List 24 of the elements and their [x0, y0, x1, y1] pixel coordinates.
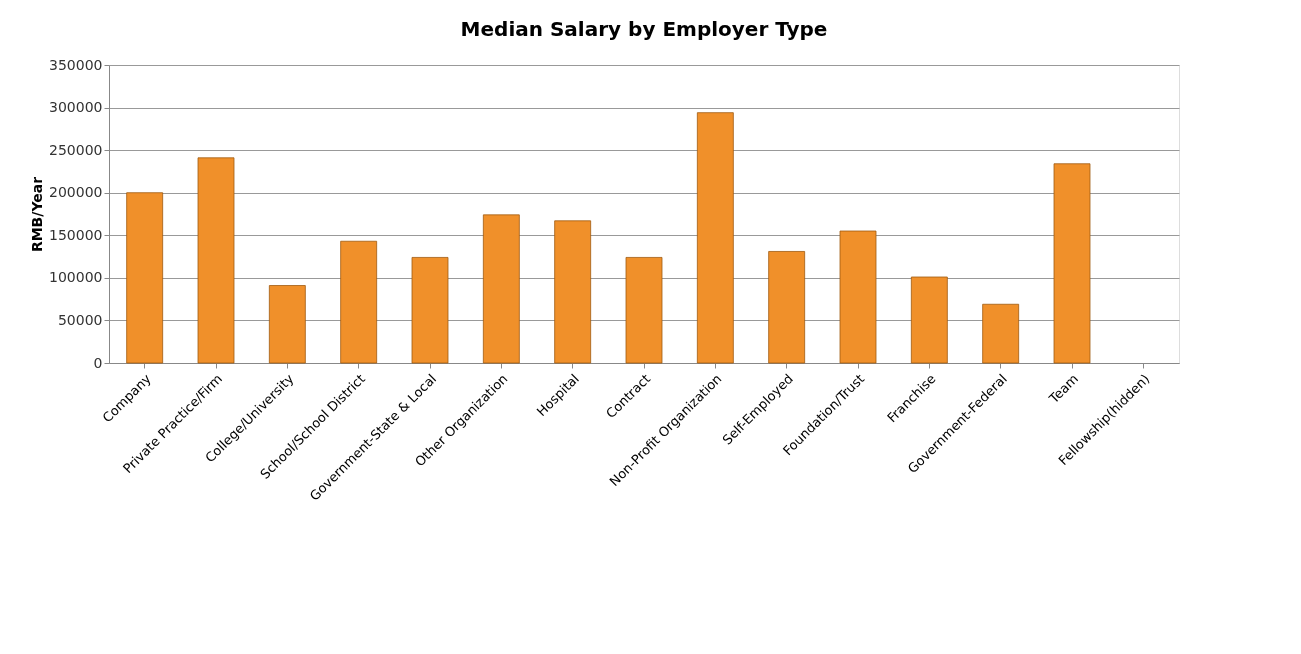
bar — [1053, 163, 1091, 364]
bar — [839, 230, 877, 364]
y-tick-label: 0 — [93, 354, 103, 371]
bar — [411, 257, 449, 364]
y-tick-label: 300000 — [49, 99, 103, 116]
bar — [197, 157, 235, 364]
bar — [696, 112, 734, 364]
bar — [982, 303, 1020, 364]
bar — [768, 251, 806, 364]
y-tick-label: 250000 — [49, 141, 103, 158]
bar — [554, 220, 592, 364]
y-tick-label: 200000 — [49, 184, 103, 201]
y-axis-title: RMB/Year — [29, 176, 46, 253]
chart-title: Median Salary by Employer Type — [460, 17, 828, 41]
y-tick-label: 350000 — [49, 56, 103, 73]
y-tick-label: 150000 — [49, 226, 103, 243]
bar — [126, 192, 164, 364]
bar — [910, 276, 948, 364]
y-tick-label: 50000 — [57, 311, 103, 328]
bar — [482, 214, 520, 364]
bar — [625, 257, 663, 364]
bar — [268, 285, 306, 364]
bar — [340, 240, 378, 364]
y-tick-label: 100000 — [49, 269, 103, 286]
